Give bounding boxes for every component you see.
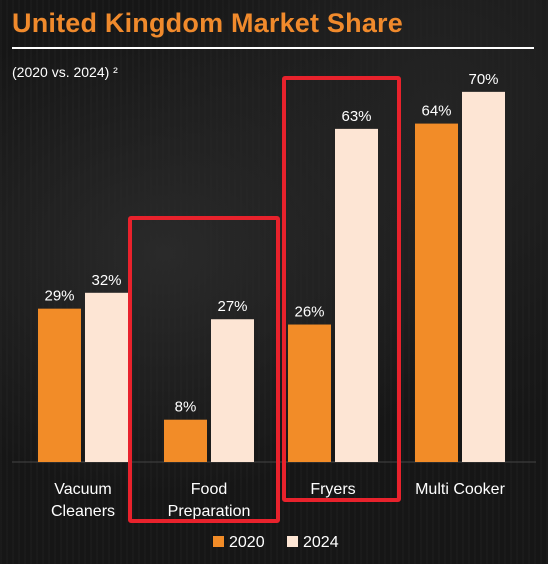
bar-2024-2 xyxy=(335,128,378,462)
data-label-2020-1: 8% xyxy=(175,399,197,416)
category-label-0-1: Cleaners xyxy=(51,503,115,520)
data-label-2020-2: 26% xyxy=(294,304,324,321)
highlight-box-food-preparation xyxy=(128,216,280,523)
bar-2020-0 xyxy=(38,308,81,462)
highlight-box-fryers xyxy=(282,76,401,502)
category-label-3-0: Multi Cooker xyxy=(415,481,505,498)
bar-2024-3 xyxy=(462,91,505,463)
legend-label-2020: 2020 xyxy=(229,534,265,551)
category-label-1-0: Food xyxy=(191,481,227,498)
category-label-0-0: Vacuum xyxy=(54,481,112,498)
bar-2020-1 xyxy=(164,419,207,462)
data-label-2020-3: 64% xyxy=(421,103,451,120)
data-label-2024-0: 32% xyxy=(91,272,121,289)
chart-title: United Kingdom Market Share xyxy=(12,8,403,38)
bar-2020-3 xyxy=(415,123,458,462)
legend-swatch-2024 xyxy=(287,536,298,547)
bar-2024-0 xyxy=(85,292,128,462)
legend-label-2024: 2024 xyxy=(303,534,339,551)
data-label-2024-1: 27% xyxy=(217,298,247,315)
data-label-2020-0: 29% xyxy=(44,288,74,305)
bar-2020-2 xyxy=(288,324,331,462)
category-label-1-1: Preparation xyxy=(168,503,251,520)
title-divider xyxy=(12,47,534,49)
data-label-2024-3: 70% xyxy=(468,71,498,88)
bar-2024-1 xyxy=(211,319,254,462)
category-label-2-0: Fryers xyxy=(310,481,355,498)
chart-subtitle: (2020 vs. 2024) ² xyxy=(12,64,118,80)
legend-swatch-2020 xyxy=(213,536,224,547)
data-label-2024-2: 63% xyxy=(341,108,371,125)
